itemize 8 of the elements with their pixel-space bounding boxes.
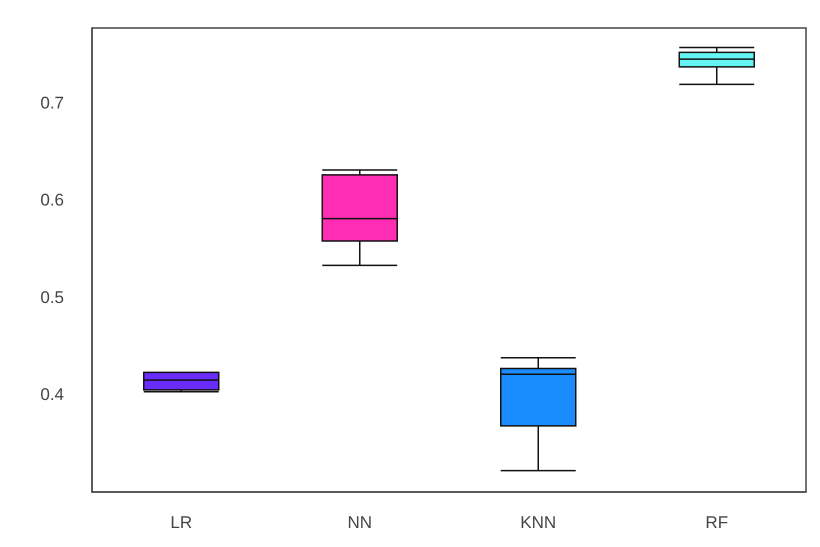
x-tick-label: LR xyxy=(170,513,192,532)
x-tick-label: NN xyxy=(347,513,372,532)
y-tick-label: 0.4 xyxy=(40,385,64,404)
x-tick-label: KNN xyxy=(520,513,556,532)
x-tick-label: RF xyxy=(705,513,728,532)
y-tick-label: 0.7 xyxy=(40,93,64,112)
y-tick-label: 0.5 xyxy=(40,288,64,307)
y-tick-label: 0.6 xyxy=(40,190,64,210)
